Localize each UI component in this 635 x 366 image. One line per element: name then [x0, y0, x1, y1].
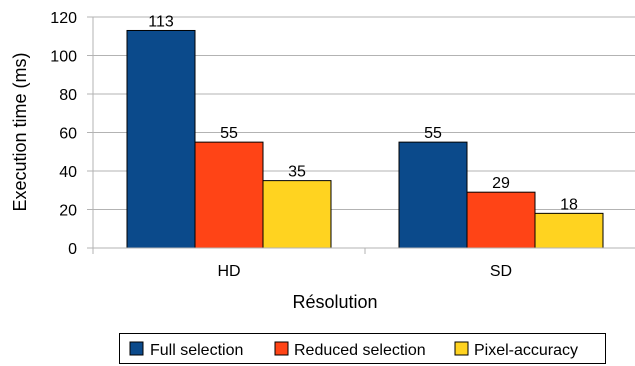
- data-labels: 113 55 35 55 29 18: [148, 13, 578, 213]
- data-label: 55: [220, 125, 238, 142]
- legend-label: Pixel-accuracy: [474, 342, 578, 359]
- x-tick-label: HD: [217, 263, 240, 280]
- y-tick-label: 80: [59, 87, 77, 104]
- y-tick-label: 120: [50, 10, 77, 27]
- data-label: 18: [560, 196, 578, 213]
- bar: [194, 141, 264, 249]
- y-tick-label: 100: [50, 49, 77, 66]
- y-axis-label: Execution time (ms): [10, 52, 30, 211]
- legend-box: [119, 333, 606, 364]
- bar: [262, 180, 332, 249]
- y-tick-label: 60: [59, 126, 77, 143]
- bar: [126, 29, 196, 249]
- y-tick-label: 40: [59, 164, 77, 181]
- legend-swatch: [274, 341, 289, 356]
- data-label: 35: [288, 164, 306, 181]
- axes: 0 20 40 60 80 100 120 HD SD: [50, 10, 635, 280]
- bars: [126, 29, 604, 249]
- legend-swatch: [454, 341, 469, 356]
- legend-label: Reduced selection: [294, 342, 426, 359]
- data-label: 55: [424, 125, 442, 142]
- data-label: 113: [148, 13, 174, 30]
- bar: [534, 212, 604, 249]
- data-label: 29: [492, 175, 510, 192]
- legend-swatch: [129, 341, 144, 356]
- legend-label: Full selection: [150, 342, 243, 359]
- bar: [398, 141, 468, 249]
- x-axis-label: Résolution: [292, 292, 377, 312]
- bar: [466, 191, 536, 249]
- y-tick-label: 0: [68, 241, 77, 258]
- x-tick-label: SD: [490, 263, 512, 280]
- legend: Full selection Reduced selection Pixel-acc…: [119, 333, 606, 364]
- y-tick-label: 20: [59, 203, 77, 220]
